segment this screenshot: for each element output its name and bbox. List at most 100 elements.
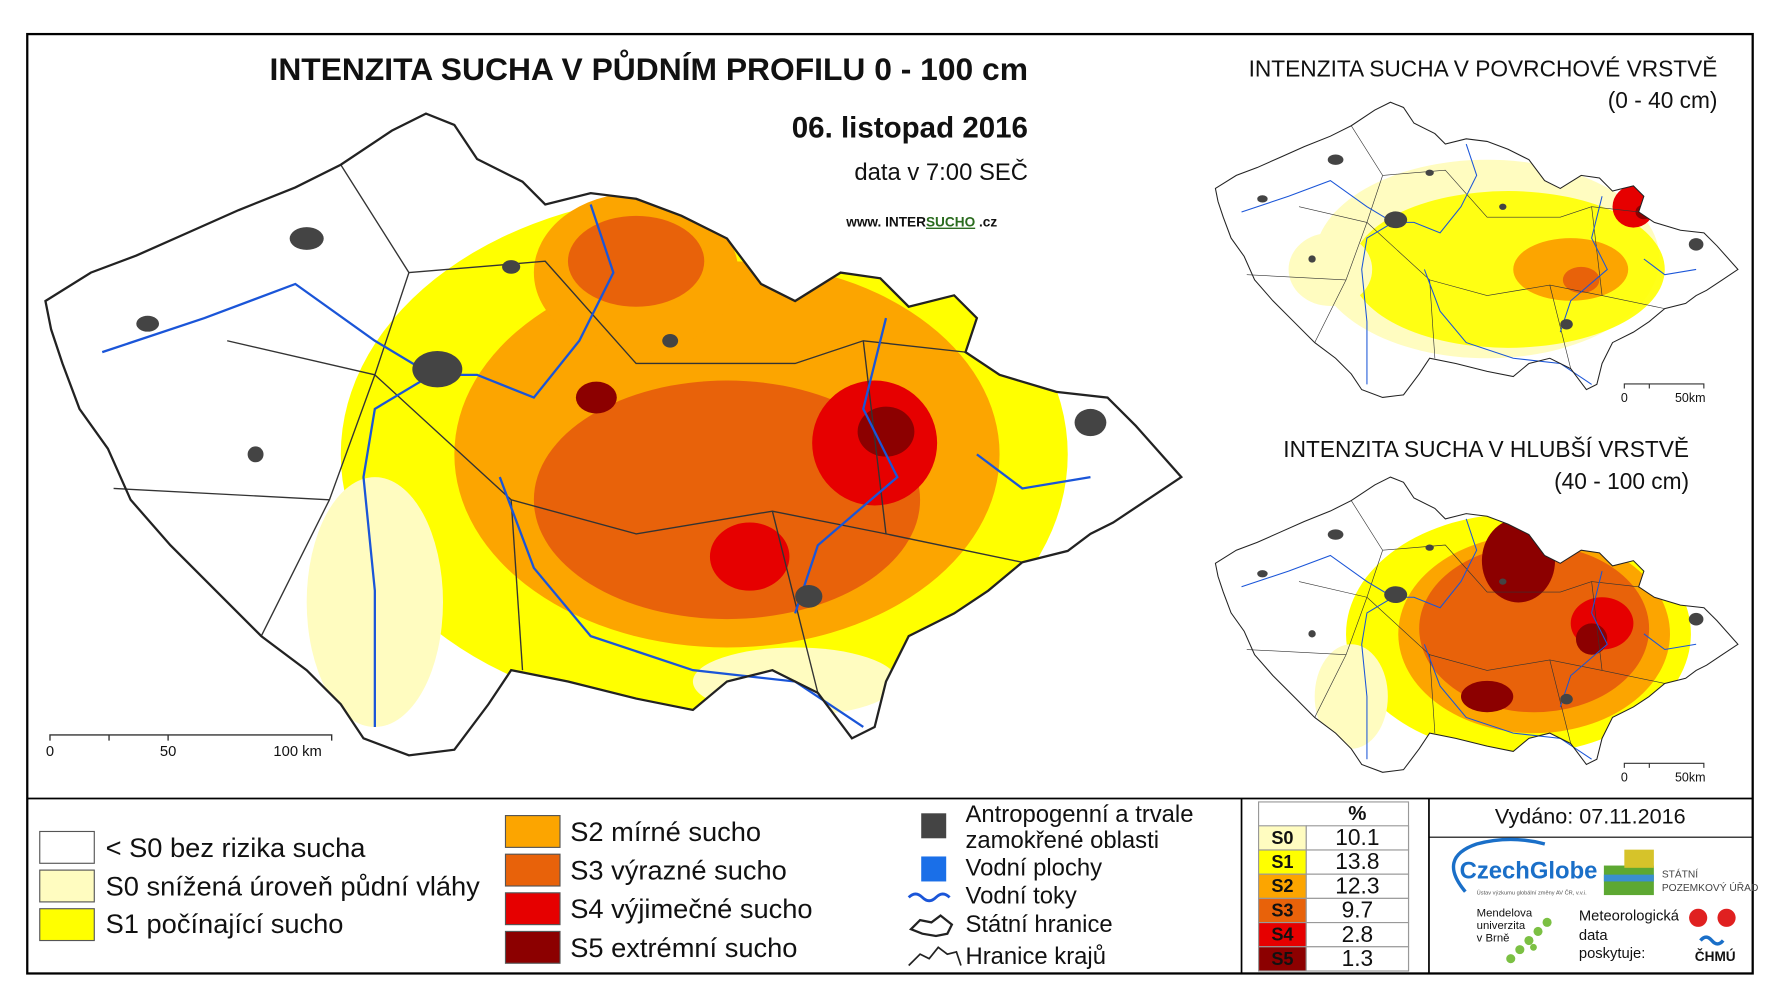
- scale-bar: [49, 734, 333, 741]
- class-cell: [1258, 946, 1307, 972]
- map-rect: [504, 853, 561, 887]
- class-cell: [1258, 873, 1307, 899]
- legend-label: Státní hranice: [966, 911, 1113, 938]
- map-ellipse: [857, 406, 915, 457]
- map-rect: [1624, 849, 1654, 868]
- map-ellipse: [1481, 518, 1556, 603]
- map-rect: [504, 892, 561, 926]
- legend-label: S2 mírné sucho: [570, 816, 761, 847]
- scale-label: 0: [46, 744, 54, 760]
- czechglobe-swoosh: [1451, 837, 1546, 893]
- legend-label: Vodní toky: [966, 883, 1077, 910]
- mendelu-text: Mendelova: [1477, 907, 1533, 919]
- mendelu-dots: [1506, 917, 1552, 964]
- scale-label: 50km: [1675, 770, 1706, 784]
- spu-logo-mark: [1603, 849, 1654, 896]
- legend-label: S5 extrémní sucho: [570, 932, 797, 963]
- value-cell: [1305, 946, 1410, 972]
- chmu-logo: ČHMÚ: [1695, 949, 1736, 964]
- map-rect: [504, 815, 561, 848]
- map-path: [1699, 935, 1725, 946]
- legend-label: zamokřené oblasti: [966, 827, 1160, 854]
- map-ellipse: [1612, 185, 1655, 228]
- legend-label: S3 výrazné sucho: [570, 855, 787, 886]
- map-rect: [39, 908, 95, 942]
- value-cell: [1305, 849, 1410, 875]
- legend-label: S0 snížená úroveň půdní vláhy: [106, 870, 481, 901]
- map-rect: [39, 830, 95, 864]
- map-g: [1288, 159, 1665, 359]
- legend-class-labels: < S0 bez rizika sucha S0 snížená úroveň …: [106, 816, 813, 963]
- map-ellipse: [1562, 266, 1600, 293]
- czechglobe-sub: Ústav výzkumu globální změny AV ČR, v.v.…: [1477, 889, 1587, 896]
- chmu-note: poskytuje:: [1579, 946, 1645, 962]
- scale-label: 50: [160, 744, 176, 760]
- website: www. INTERSUCHO .cz: [845, 214, 997, 229]
- legend-label: Antropogenní a trvale: [966, 801, 1194, 828]
- class-percent: 12.3: [1335, 872, 1379, 898]
- map-rect: [1603, 874, 1654, 882]
- map-circle: [1542, 917, 1552, 927]
- map-g: [306, 193, 1068, 727]
- class-code: S5: [1271, 949, 1293, 969]
- value-cell: [1305, 825, 1410, 851]
- map-rect: [504, 930, 561, 964]
- chmu-note: data: [1579, 928, 1609, 944]
- class-percent: 13.8: [1335, 848, 1379, 874]
- class-cell: [1258, 922, 1307, 948]
- inset-depth: (0 - 40 cm): [1608, 87, 1718, 113]
- website-highlight: SUCHO: [926, 214, 976, 229]
- map-circle: [1515, 945, 1525, 955]
- scale-bar: [1623, 762, 1705, 768]
- map-ellipse: [1288, 232, 1373, 307]
- map-rect: [39, 869, 95, 903]
- issued-date: Vydáno: 07.11.2016: [1495, 804, 1686, 829]
- symbol-rivers: [907, 892, 951, 903]
- value-cell: [1305, 873, 1410, 899]
- inset-surface-map: [1215, 102, 1738, 397]
- class-percent: 10.1: [1335, 824, 1379, 850]
- inset-depth: (40 - 100 cm): [1554, 468, 1689, 494]
- legend-label: S4 výjimečné sucho: [570, 893, 812, 924]
- spu-text: STÁTNÍ: [1662, 867, 1698, 880]
- scale-label: 100 km: [273, 744, 321, 760]
- mendelu-text: univerzita: [1477, 920, 1526, 932]
- map-ellipse: [1314, 644, 1388, 749]
- legend-symbol-labels: Antropogenní a trvale zamokřené oblasti …: [966, 801, 1194, 970]
- legend-label: Vodní plochy: [966, 854, 1103, 881]
- legend-label: < S0 bez rizika sucha: [106, 832, 367, 863]
- map-circle: [1533, 926, 1543, 936]
- class-code: S1: [1271, 852, 1293, 872]
- scale-label: 0: [1621, 391, 1628, 405]
- chmu-mark: [1689, 908, 1736, 946]
- legend-swatches: [39, 815, 561, 964]
- map-circle: [1689, 908, 1708, 927]
- percent-table: % S0 10.1 S1 13.8 S2 12.3 S3 9.7 S4 2.8 S5 1.3: [1258, 801, 1410, 972]
- legend-label: Hranice krajů: [966, 943, 1106, 970]
- chmu-note: Meteorologická: [1579, 909, 1680, 925]
- map-ellipse: [709, 522, 790, 591]
- symbol-water-bodies: [921, 856, 947, 882]
- inset-title: INTENZITA SUCHA V POVRCHOVÉ VRSTVĚ: [1249, 55, 1718, 81]
- class-code: S2: [1271, 876, 1293, 896]
- map-circle: [1530, 943, 1537, 951]
- date: 06. listopad 2016: [792, 111, 1028, 144]
- map-ellipse: [1460, 680, 1514, 713]
- frame: [26, 32, 1754, 975]
- spu-text: POZEMKOVÝ ÚŘAD: [1662, 881, 1759, 894]
- class-percent: 2.8: [1342, 921, 1374, 947]
- symbol-region-border: [908, 946, 962, 967]
- class-code: S3: [1271, 900, 1293, 920]
- main-map: [45, 114, 1181, 756]
- symbol-anthropogenic: [921, 813, 947, 839]
- scale-bar: [1623, 383, 1705, 389]
- map-ellipse: [567, 215, 705, 307]
- map-ellipse: [575, 381, 617, 414]
- main-title: INTENZITA SUCHA V PŮDNÍM PROFILU 0 - 100…: [269, 49, 1028, 87]
- scale-label: 0: [1621, 770, 1628, 784]
- class-percent: 9.7: [1342, 897, 1374, 923]
- website-suffix: .cz: [975, 214, 997, 229]
- map-ellipse: [1575, 623, 1608, 655]
- table-header: %: [1348, 802, 1366, 825]
